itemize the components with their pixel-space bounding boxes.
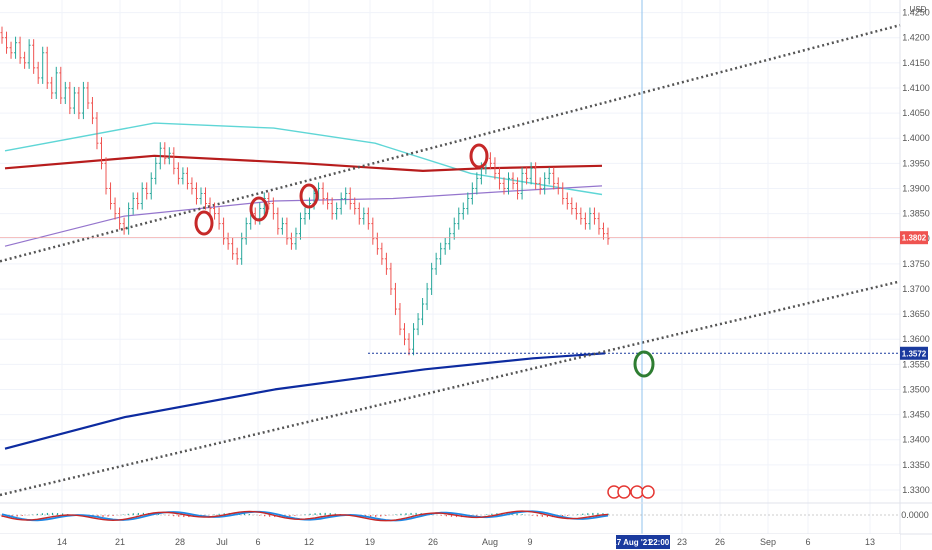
time-tick-label: 6 (805, 537, 810, 547)
grid (0, 0, 900, 534)
indicator-zero-label: 0.0000 (901, 510, 929, 520)
price-tick-label: 1.3400 (902, 435, 930, 445)
time-tick-label: 12 (304, 537, 314, 547)
price-ticks: 1.4250 1.4200 1.4150 1.4100 1.4050 1.4000 1.39… (902, 8, 930, 495)
price-tick-label: 1.3650 (902, 309, 930, 319)
price-tick-label: 1.4000 (902, 133, 930, 143)
price-tick-label: 1.4100 (902, 83, 930, 93)
price-tick-label: 1.3750 (902, 259, 930, 269)
circle-annotations[interactable] (194, 143, 655, 378)
moving-averages (4, 122, 606, 450)
marked-price-tag (900, 346, 928, 360)
price-tick-label: 1.4250 (902, 8, 930, 18)
circle-annotation-1[interactable] (194, 210, 214, 236)
moving-average-navy (4, 352, 606, 450)
event-flags[interactable] (607, 485, 655, 499)
circle-annotation-2[interactable] (249, 196, 269, 222)
us-flag-icon[interactable] (617, 485, 631, 499)
us-flag-icon[interactable] (630, 485, 644, 499)
price-tick-label: 1.3500 (902, 384, 930, 394)
price-axis-panel[interactable] (900, 0, 932, 550)
price-tick-label: 1.3900 (902, 183, 930, 193)
price-tick-label: 1.3700 (902, 284, 930, 294)
time-ticks: 14 21 28 Jul 6 12 19 26 Aug 9 23 26 Sep 6 13 (57, 537, 875, 547)
currency-label: USD (910, 5, 927, 14)
time-tick-label: 9 (527, 537, 532, 547)
time-tick-label: 6 (255, 537, 260, 547)
time-tick-label: 14 (57, 537, 67, 547)
time-tick-label: Aug (482, 537, 498, 547)
us-flag-icon[interactable] (641, 485, 655, 499)
circle-annotation-target[interactable] (633, 350, 655, 378)
last-price-label: 1.3802 (902, 234, 927, 243)
time-tick-label: 28 (175, 537, 185, 547)
price-tick-label: 1.3350 (902, 460, 930, 470)
time-axis-panel[interactable] (0, 534, 900, 550)
time-tick-label: 21 (115, 537, 125, 547)
price-tick-label: 1.3850 (902, 209, 930, 219)
moving-average-purple (4, 185, 603, 247)
time-tick-label: 13 (865, 537, 875, 547)
circle-annotation-3[interactable] (299, 183, 319, 209)
candles (0, 26, 610, 356)
crosshair-date-label: 17 Aug '21 (612, 538, 652, 547)
price-tick-label: 1.3600 (902, 334, 930, 344)
price-tick-label: 1.3550 (902, 359, 930, 369)
marked-price-label: 1.3572 (902, 349, 927, 358)
trendline-2 (0, 280, 901, 497)
price-tick-label: 1.4050 (902, 108, 930, 118)
last-price-tag (900, 231, 928, 245)
time-tick-label: Jul (216, 537, 228, 547)
crosshair-time-label: 22:00 (649, 538, 670, 547)
time-tick-label: Sep (760, 537, 776, 547)
circle-annotation-4[interactable] (469, 143, 489, 169)
time-tick-label: 23 (677, 537, 687, 547)
price-tick-label: 1.3450 (902, 410, 930, 420)
crosshair-time-tag (616, 535, 670, 549)
price-tick-label: 1.3300 (902, 485, 930, 495)
trendlines[interactable] (0, 23, 901, 497)
time-tick-label: 26 (715, 537, 725, 547)
price-tick-label: 1.4200 (902, 33, 930, 43)
price-tick-label: 1.3950 (902, 158, 930, 168)
macd-line (1, 510, 609, 522)
trendline-1 (0, 23, 901, 263)
time-tick-label: 19 (365, 537, 375, 547)
time-tick-label: 26 (428, 537, 438, 547)
moving-average-cyan (4, 122, 603, 196)
indicator-pane (1, 510, 609, 522)
price-tick-label: 1.4150 (902, 58, 930, 68)
